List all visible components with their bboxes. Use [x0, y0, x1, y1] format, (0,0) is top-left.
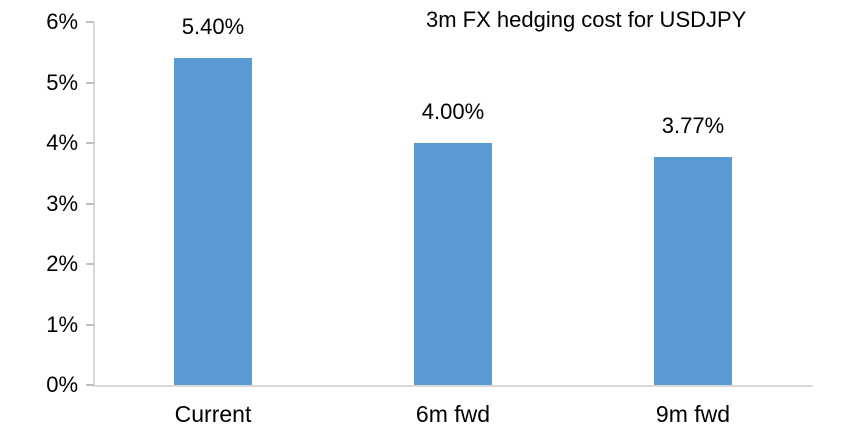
y-axis-tick-label: 3%	[46, 190, 78, 216]
y-axis-tick	[86, 384, 94, 386]
y-axis-tick-label: 0%	[46, 372, 78, 397]
x-axis-tick-label: 6m fwd	[415, 401, 491, 427]
bar	[654, 156, 732, 385]
y-axis-tick-label: 5%	[46, 69, 78, 95]
y-axis-tick	[86, 21, 94, 23]
y-axis-tick	[86, 263, 94, 265]
y-axis-tick-label: 1%	[46, 311, 78, 337]
x-axis-tick-label: 9m fwd	[655, 401, 731, 427]
x-axis-tick-label: Current	[174, 401, 252, 427]
y-axis-tick	[86, 81, 94, 84]
y-axis-tick-label: 4%	[46, 130, 78, 155]
y-axis-line	[93, 22, 95, 387]
bar-value-label: 3.77%	[661, 112, 725, 138]
y-axis-tick-label: 6%	[46, 9, 78, 34]
y-axis-tick	[86, 142, 94, 144]
bar	[414, 143, 492, 385]
bar-value-label: 5.40%	[181, 14, 245, 40]
chart-title: 3m FX hedging cost for USDJPY	[426, 7, 747, 32]
y-axis-tick	[86, 202, 94, 205]
y-axis-tick-label: 2%	[46, 251, 78, 276]
x-axis-line	[93, 385, 813, 387]
y-axis-tick	[86, 323, 94, 326]
bar-value-label: 4.00%	[421, 99, 485, 124]
bar	[174, 58, 252, 385]
